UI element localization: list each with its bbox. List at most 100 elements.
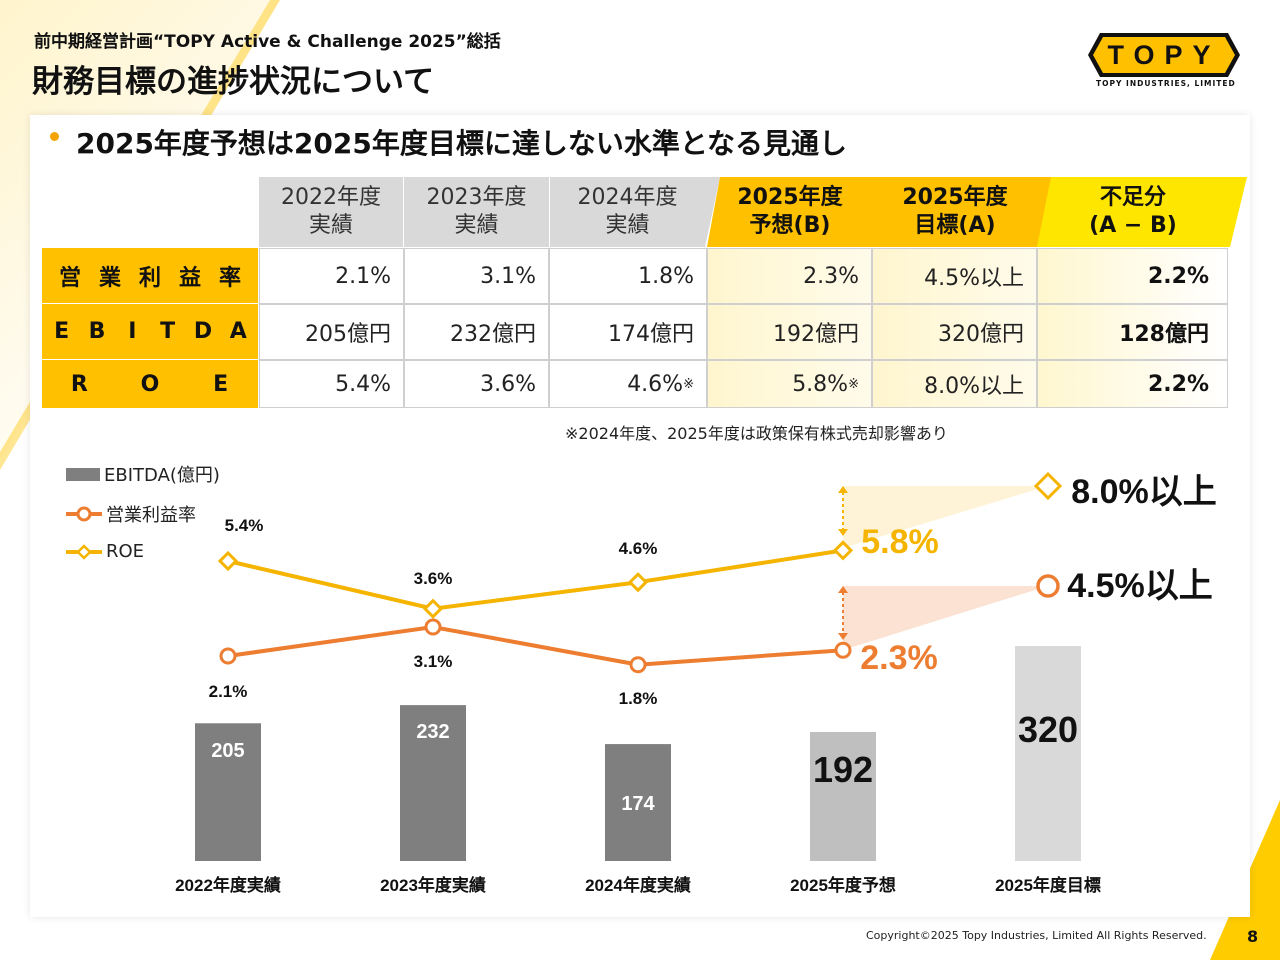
table-footnote: ※2024年度、2025年度は政策保有株式売却影響あり [565, 424, 948, 443]
margin-gap-arrow-head-top [838, 586, 848, 593]
operating-margin-point [1036, 574, 1060, 598]
ebitda-bar-label: 232 [416, 721, 449, 743]
operating-margin-point [219, 647, 237, 665]
topy-logo: TOPY [1086, 30, 1242, 84]
operating-margin-label: 2.1% [209, 682, 248, 701]
x-axis-category-label: 2024年度実績 [585, 875, 691, 895]
roe-label: 5.8% [861, 523, 939, 561]
operating-margin-line [227, 624, 844, 667]
table-cell-r0-c4: 4.5%以上 [872, 248, 1037, 304]
ebitda-bar [195, 723, 261, 861]
ebitda-bar [1015, 646, 1081, 861]
operating-margin-label: 2.3% [860, 639, 938, 677]
table-cell-value: 2.2% [1147, 371, 1209, 397]
margin-gap-wedge [843, 586, 1048, 650]
table-cell-r2-c0: 5.4% [259, 360, 404, 408]
operating-margin-point [834, 641, 852, 659]
table-header-2023: 2023年度 実績 [404, 177, 549, 247]
table-cell-value: 2.1% [335, 263, 391, 289]
bullet-icon [50, 132, 59, 141]
page-title: 財務目標の進捗状況について [32, 64, 435, 100]
operating-margin-label: 3.1% [414, 652, 453, 671]
table-cell-value: 232億円 [450, 322, 536, 347]
ebitda-bar-label: 320 [1018, 709, 1078, 750]
logo-wordmark: TOPY [1107, 40, 1220, 70]
topy-logo-icon: TOPY [1088, 33, 1240, 77]
legend-item-operating-margin: 営業利益率 [66, 501, 196, 527]
roe-line [227, 548, 844, 611]
roe-label: 5.4% [225, 516, 264, 535]
margin-gap-arrow-head-bottom [838, 633, 848, 640]
table-cell-value: 5.4% [335, 371, 391, 397]
table-cell-r1-c2: 174億円 [549, 304, 707, 360]
table-cell-value: 2.3% [803, 263, 859, 289]
table-cell-r2-c4: 8.0%以上 [872, 360, 1037, 408]
operating-margin-label: 4.5%以上 [1067, 567, 1213, 605]
legend-swatch-bar [66, 467, 100, 481]
ebitda-bar [810, 732, 876, 861]
table-cell-r0-c1: 3.1% [404, 248, 549, 304]
table-cell-r2-c5: 2.2% [1037, 360, 1228, 408]
legend-item-ebitda: EBITDA(億円) [66, 461, 220, 487]
operating-margin-label: 1.8% [619, 689, 658, 708]
table-cell-r1-c3: 192億円 [707, 304, 872, 360]
roe-label: 8.0%以上 [1071, 473, 1217, 511]
page-number: 8 [1247, 927, 1259, 946]
table-cell-value: 3.1% [480, 263, 536, 289]
roe-point [627, 572, 649, 593]
operating-margin-point [424, 618, 442, 636]
table-cell-value: 2.2% [1147, 263, 1209, 289]
page-subtitle: 前中期経営計画“TOPY Active & Challenge 2025”総括 [34, 32, 501, 52]
x-axis-category-label: 2025年度予想 [790, 875, 896, 895]
x-axis-category-label: 2023年度実績 [380, 875, 486, 895]
operating-margin-point [629, 656, 647, 674]
table-cell-value: 128億円 [1119, 322, 1209, 347]
legend-item-roe: ROE [66, 541, 144, 562]
ebitda-bar-label: 174 [621, 793, 655, 815]
table-cell-r1-c4: 320億円 [872, 304, 1037, 360]
table-cell-value: 205億円 [305, 322, 391, 347]
table-cell-value: 192億円 [773, 322, 859, 347]
table-header-2025-target: 2025年度 目標(A) [872, 177, 1052, 247]
table-cell-r0-c2: 1.8% [549, 248, 707, 304]
table-header-2025-forecast: 2025年度 予想(B) [707, 177, 887, 247]
table-cell-value: 320億円 [938, 322, 1024, 347]
x-axis-category-label: 2025年度目標 [995, 875, 1101, 895]
table-cell-r2-c3: 5.8% ※ [707, 360, 872, 408]
roe-point [1033, 471, 1063, 501]
table-cell-value: 4.5%以上 [924, 266, 1024, 291]
table-cell-r1-c1: 232億円 [404, 304, 549, 360]
table-cell-r0-c3: 2.3% [707, 248, 872, 304]
table-cell-r0-c5: 2.2% [1037, 248, 1228, 304]
ebitda-bar [605, 744, 671, 861]
footnote-mark: ※ [683, 376, 694, 392]
roe-point [217, 550, 239, 572]
table-cell-r1-c0: 205億円 [259, 304, 404, 360]
table-cell-value: 4.6% [627, 371, 684, 397]
roe-gap-arrow-head-top [838, 486, 848, 493]
table-cell-value: 3.6% [480, 371, 536, 397]
table-cell-value: 8.0%以上 [924, 374, 1024, 399]
legend-swatch-diamond-line [66, 543, 102, 560]
table-header-shortfall: 不足分 (A − B) [1037, 177, 1247, 247]
table-header-2022: 2022年度 実績 [259, 177, 403, 247]
roe-point [832, 540, 854, 561]
x-axis-category-label: 2022年度実績 [175, 875, 281, 895]
table-cell-r2-c2: 4.6% ※ [549, 360, 707, 408]
table-cell-r1-c5: 128億円 [1037, 304, 1228, 360]
headline: 2025年度予想は2025年度目標に達しない水準となる見通し [76, 127, 848, 160]
table-header-2024: 2024年度 実績 [550, 177, 720, 247]
row-label-operating-margin: 営業利益率 [42, 248, 258, 303]
ebitda-bar [400, 705, 466, 861]
footnote-mark: ※ [848, 376, 859, 392]
roe-label: 4.6% [619, 539, 658, 558]
copyright-text: Copyright©2025 Topy Industries, Limited … [866, 929, 1207, 942]
table-cell-r2-c1: 3.6% [404, 360, 549, 408]
roe-gap-arrow-head-bottom [838, 529, 848, 536]
roe-point [422, 598, 444, 619]
table-cell-r0-c0: 2.1% [259, 248, 404, 304]
table-cell-value: 1.8% [638, 263, 694, 289]
